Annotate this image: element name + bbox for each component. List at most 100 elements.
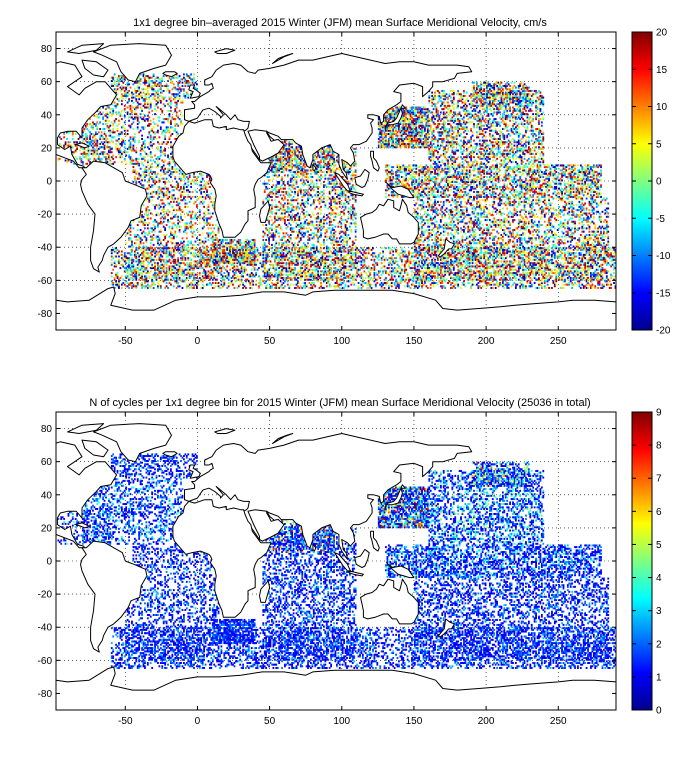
data-cell [171,194,174,197]
data-cell [168,114,171,117]
data-cell [86,123,89,126]
data-cell [102,146,104,149]
data-cell [132,258,135,261]
data-cell [146,187,149,190]
data-cell [116,139,119,142]
data-cell [155,93,158,96]
data-cell [119,149,122,152]
data-cell [129,146,132,149]
data-cell [159,174,162,177]
data-cell [184,215,187,218]
data-cell [282,167,285,170]
data-cell [144,83,146,86]
data-cell [168,210,171,213]
data-cell [159,212,162,215]
data-cell [89,149,91,152]
data-cell [148,108,151,111]
data-cell [157,166,159,169]
data-cell [118,141,120,144]
data-cell [157,146,159,149]
data-cell [305,227,308,230]
data-cell [323,171,325,174]
data-cell [161,166,164,169]
data-cell [180,88,182,91]
data-cell [152,89,155,92]
data-cell [168,181,171,184]
data-cell [149,159,152,162]
data-cell [109,134,112,137]
data-cell [154,108,156,111]
data-cell [128,124,130,127]
data-cell [162,75,165,78]
data-cell [198,209,201,212]
data-cell [198,272,201,275]
data-cell [162,181,165,184]
data-cell [149,156,152,159]
data-cell [171,156,174,159]
data-cell [196,88,198,91]
data-cell [66,144,68,147]
data-cell [145,96,148,99]
data-cell [165,84,168,87]
data-cell [76,141,78,144]
data-cell [154,78,156,81]
data-cell [138,96,141,99]
data-cell [142,157,145,160]
data-cell [131,161,133,164]
data-cell [131,159,133,162]
data-cell [158,195,161,198]
data-cell [135,162,138,165]
data-cell [170,103,172,106]
data-cell [183,88,185,91]
data-cell [289,233,292,236]
data-cell [155,76,158,79]
data-cell [178,96,181,99]
data-cell [71,146,74,149]
data-cell [165,194,168,197]
data-cell [81,161,84,164]
data-cell [144,101,146,104]
data-cell [145,169,148,172]
data-cell [113,81,116,84]
data-cell [158,136,161,139]
data-cell [148,93,151,96]
data-cell [284,219,286,222]
data-cell [146,89,149,92]
data-cell [113,101,116,104]
data-cell [81,134,84,137]
data-cell [164,181,167,184]
data-cell [180,89,182,92]
data-cell [346,166,348,169]
data-cell [301,199,304,202]
data-cell [148,179,151,182]
data-cell [122,124,125,127]
data-cell [175,171,178,174]
data-cell [144,159,146,162]
data-cell [131,99,133,102]
data-cell [144,179,146,182]
data-cell [149,123,152,126]
data-cell [100,134,103,137]
data-cell [175,103,178,106]
data-cell [146,161,149,164]
data-cell [159,151,162,154]
velocity-chart: 1x1 degree bin–averaged 2015 Winter (JFM… [38,17,671,347]
data-cell [183,89,185,92]
data-cell [73,142,76,145]
data-cell [175,96,178,99]
data-cell [194,233,197,236]
data-cell [170,126,172,129]
data-cell [187,94,190,97]
data-cell [126,132,129,135]
data-cell [168,131,171,134]
data-cell [89,157,91,160]
data-cell [291,190,294,193]
data-cell [145,152,148,155]
data-cell [324,161,327,164]
data-cell [125,154,128,157]
data-cell [170,144,172,147]
data-cell [334,233,337,236]
data-cell [86,128,89,131]
data-cell [154,154,156,157]
data-cell [74,156,77,159]
